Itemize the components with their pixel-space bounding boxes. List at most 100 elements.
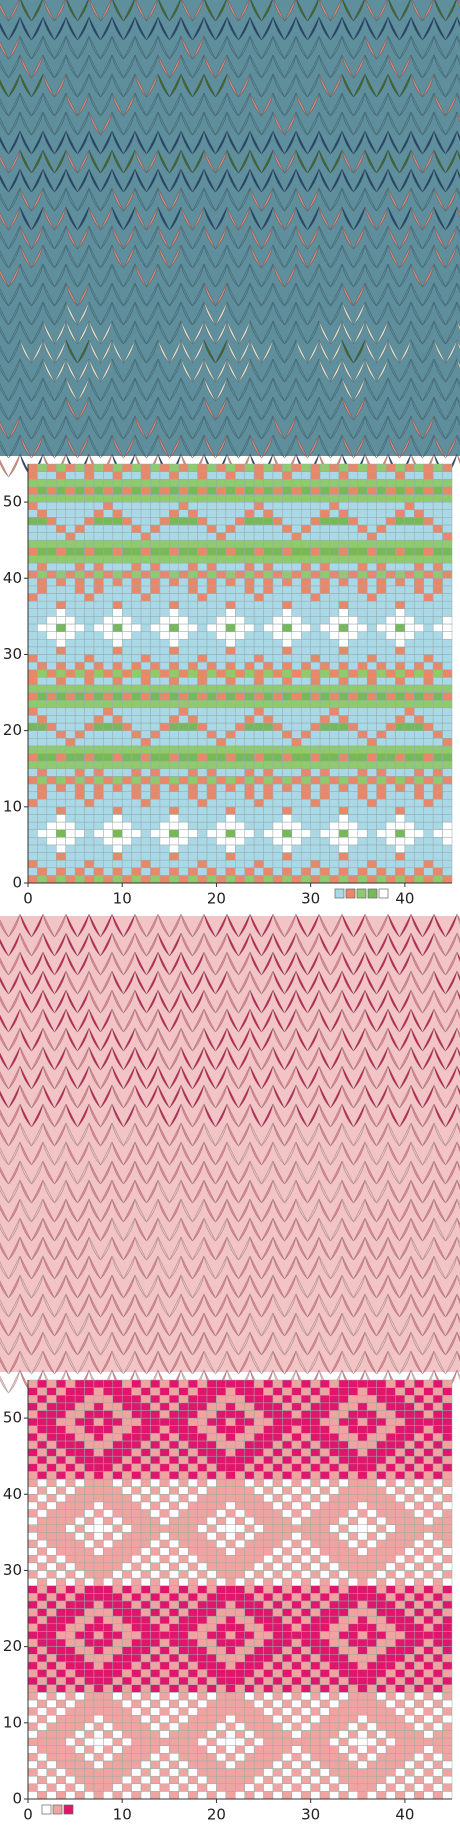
chart-cell <box>75 715 84 723</box>
chart-cell <box>301 594 310 602</box>
chart-cell <box>75 708 84 716</box>
chart-cell <box>424 616 433 624</box>
chart-cell <box>282 1784 291 1792</box>
chart-cell <box>75 814 84 822</box>
chart-cell <box>320 1776 329 1784</box>
chart-cell <box>150 731 159 739</box>
chart-cell <box>85 555 94 563</box>
chart-cell <box>150 1784 159 1792</box>
chart-cell <box>188 814 197 822</box>
chart-cell <box>28 654 37 662</box>
chart-cell <box>330 807 339 815</box>
chart-cell <box>273 830 282 838</box>
chart-cell <box>386 799 395 807</box>
chart-cell <box>56 784 65 792</box>
chart-cell <box>56 761 65 769</box>
chart-cell <box>424 1791 433 1799</box>
chart-cell <box>132 1776 141 1784</box>
chart-cell <box>282 868 291 876</box>
chart-cell <box>150 548 159 556</box>
chart-cell <box>424 761 433 769</box>
chart-cell <box>254 875 263 883</box>
chart-cell <box>188 1761 197 1769</box>
chart-cell <box>395 685 404 693</box>
chart-cell <box>94 540 103 548</box>
chart-cell <box>66 472 75 480</box>
chart-cell <box>424 571 433 579</box>
chart-cell <box>94 723 103 731</box>
chart-cell <box>395 753 404 761</box>
chart-cell <box>188 761 197 769</box>
chart-cell <box>443 533 452 541</box>
chart-cell <box>226 677 235 685</box>
chart-cell <box>113 1746 122 1754</box>
chart-cell <box>141 784 150 792</box>
chart-cell <box>348 487 357 495</box>
chart-cell <box>37 540 46 548</box>
chart-cell <box>37 746 46 754</box>
chart-cell <box>56 1761 65 1769</box>
chart-cell <box>395 502 404 510</box>
chart-cell <box>226 776 235 784</box>
chart-cell <box>443 853 452 861</box>
chart-cell <box>245 464 254 472</box>
chart-cell <box>339 1761 348 1769</box>
chart-cell <box>160 533 169 541</box>
chart-cell <box>330 731 339 739</box>
chart-cell <box>150 670 159 678</box>
chart-cell <box>169 1753 178 1761</box>
chart-cell <box>28 776 37 784</box>
chart-cell <box>141 868 150 876</box>
chart-cell <box>56 731 65 739</box>
chart-cell <box>405 594 414 602</box>
chart-cell <box>103 609 112 617</box>
chart-cell <box>198 586 207 594</box>
chart-cell <box>433 799 442 807</box>
chart-cell <box>235 776 244 784</box>
chart-cell <box>169 807 178 815</box>
chart-cell <box>103 502 112 510</box>
chart-cell <box>132 693 141 701</box>
chart-cell <box>85 1746 94 1754</box>
chart-cell <box>207 525 216 533</box>
chart-cell <box>103 563 112 571</box>
chart-cell <box>395 1761 404 1769</box>
chart-cell <box>85 1784 94 1792</box>
chart-cell <box>386 1761 395 1769</box>
chart-cell <box>216 1784 225 1792</box>
chart-cell <box>395 1769 404 1777</box>
chart-cell <box>395 868 404 876</box>
chart-cell <box>56 837 65 845</box>
chart-cell <box>56 533 65 541</box>
chart-cell <box>433 479 442 487</box>
chart-cell <box>47 594 56 602</box>
chart-cell <box>66 746 75 754</box>
chart-cell <box>169 1738 178 1746</box>
chart-cell <box>377 487 386 495</box>
chart-cell <box>103 1784 112 1792</box>
chart-cell <box>282 1753 291 1761</box>
chart-cell <box>141 525 150 533</box>
chart-cell <box>132 662 141 670</box>
chart-cell <box>47 807 56 815</box>
chart-cell <box>56 632 65 640</box>
chart-cell <box>320 731 329 739</box>
chart-cell <box>122 616 131 624</box>
chart-cell <box>330 1791 339 1799</box>
chart-cell <box>75 853 84 861</box>
chart-cell <box>141 472 150 480</box>
chart-cell <box>169 632 178 640</box>
chart-cell <box>282 715 291 723</box>
chart-cell <box>103 776 112 784</box>
chart-cell <box>405 1784 414 1792</box>
chart-cell <box>122 1791 131 1799</box>
chart-cell <box>235 540 244 548</box>
chart-cell <box>339 1746 348 1754</box>
chart-cell <box>292 715 301 723</box>
chart-cell <box>188 1769 197 1777</box>
chart-cell <box>188 708 197 716</box>
chart-cell <box>150 814 159 822</box>
chart-cell <box>367 746 376 754</box>
chart-cell <box>433 1761 442 1769</box>
chart-cell <box>443 1738 452 1746</box>
